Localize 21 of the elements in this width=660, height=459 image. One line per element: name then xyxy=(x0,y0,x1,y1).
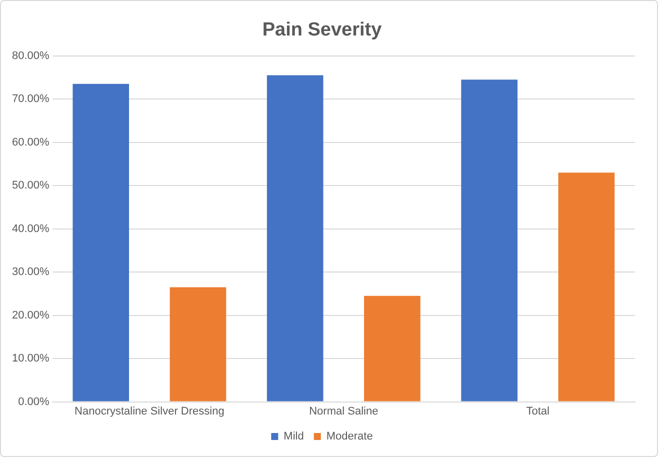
y-tick-label: 40.00% xyxy=(12,222,50,235)
y-tick-label: 60.00% xyxy=(12,136,50,148)
legend-label: Mild xyxy=(284,430,304,443)
bar xyxy=(170,287,226,402)
x-tick-label: Nanocrystaline Silver Dressing xyxy=(74,405,224,418)
x-tick-label: Normal Saline xyxy=(309,405,378,418)
y-tick-label: 30.00% xyxy=(12,266,50,278)
x-tick-label: Total xyxy=(526,405,550,418)
y-tick-label: 70.00% xyxy=(12,93,50,106)
bar xyxy=(72,84,130,402)
y-tick-label: 20.00% xyxy=(12,309,50,322)
bar xyxy=(266,75,324,402)
bar xyxy=(364,296,420,402)
y-tick-label: 0.00% xyxy=(18,396,50,408)
bar xyxy=(558,172,615,402)
y-tick-label: 80.00% xyxy=(12,50,50,62)
y-tick-label: 10.00% xyxy=(12,352,50,365)
chart-title: Pain Severity xyxy=(262,20,382,41)
legend-label: Moderate xyxy=(326,430,373,443)
y-tick-label: 50.00% xyxy=(12,180,50,192)
bar xyxy=(461,80,518,402)
